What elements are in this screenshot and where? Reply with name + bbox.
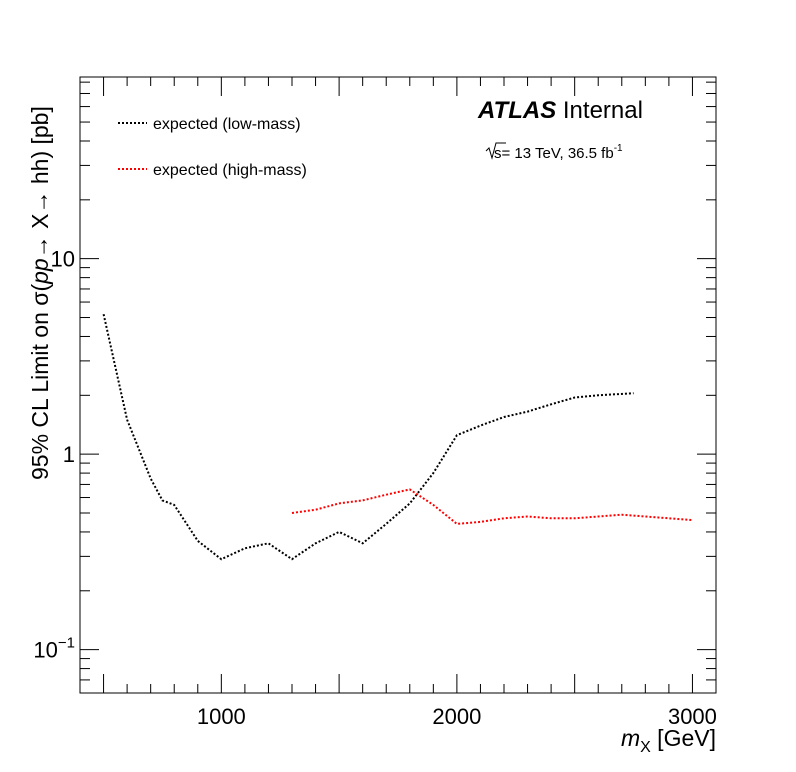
x-axis-title: mX [GeV]: [621, 725, 716, 756]
experiment-label: ATLAS Internal: [477, 97, 643, 124]
energy-exponent: -1: [614, 143, 623, 154]
energy-text: s= 13 TeV, 36.5 fb: [494, 145, 614, 162]
legend-label-high-mass: expected (high-mass): [153, 162, 307, 179]
y-tick-label: 10: [51, 247, 75, 272]
legend: expected (low-mass) expected (high-mass): [118, 116, 307, 179]
x-tick-label: 3000: [668, 704, 717, 729]
energy-label: s= 13 TeV, 36.5 fb-1: [485, 142, 623, 162]
experiment-name: ATLAS: [477, 97, 556, 124]
series-line-high-mass: [291, 488, 693, 525]
x-tick-label: 1000: [197, 704, 246, 729]
y-tick-label: 1: [63, 442, 75, 467]
plot-frame: [79, 76, 717, 694]
experiment-status: Internal: [563, 97, 643, 124]
axis-ticks: [80, 77, 716, 694]
series-line-low-mass: [102, 313, 634, 561]
x-tick-label: 2000: [432, 704, 481, 729]
tick-labels: 1000 2000 3000 10−1 1 10: [33, 247, 717, 729]
legend-label-low-mass: expected (low-mass): [153, 116, 301, 133]
series-layer: [102, 313, 693, 561]
sqrt-sign: [485, 142, 506, 160]
svg-text:s= 13 TeV, 36.5 fb-1: s= 13 TeV, 36.5 fb-1: [494, 143, 623, 162]
y-axis-title: 95% CL Limit on σ(pp→ X→ hh) [pb]: [27, 106, 53, 480]
y-tick-label: 10−1: [33, 635, 75, 663]
